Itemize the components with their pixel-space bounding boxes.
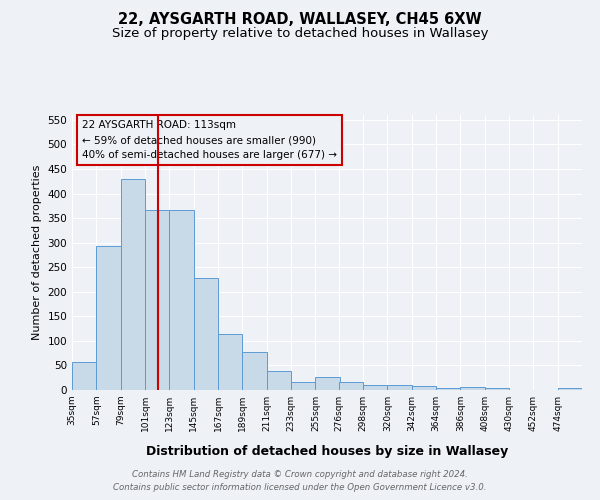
Bar — [194, 278, 218, 390]
Bar — [460, 387, 485, 390]
Bar — [242, 352, 267, 390]
Text: Size of property relative to detached houses in Wallasey: Size of property relative to detached ho… — [112, 28, 488, 40]
Bar — [291, 382, 316, 390]
Text: Contains public sector information licensed under the Open Government Licence v3: Contains public sector information licen… — [113, 483, 487, 492]
Text: 22 AYSGARTH ROAD: 113sqm
← 59% of detached houses are smaller (990)
40% of semi-: 22 AYSGARTH ROAD: 113sqm ← 59% of detach… — [82, 120, 337, 160]
Y-axis label: Number of detached properties: Number of detached properties — [32, 165, 42, 340]
Bar — [218, 334, 242, 390]
Bar — [316, 376, 340, 390]
Text: Contains HM Land Registry data © Crown copyright and database right 2024.: Contains HM Land Registry data © Crown c… — [132, 470, 468, 479]
Bar — [72, 362, 97, 390]
Bar — [169, 210, 194, 390]
Bar — [436, 388, 460, 390]
Text: 22, AYSGARTH ROAD, WALLASEY, CH45 6XW: 22, AYSGARTH ROAD, WALLASEY, CH45 6XW — [118, 12, 482, 28]
Bar — [121, 179, 145, 390]
Bar — [363, 385, 387, 390]
Bar — [387, 385, 412, 390]
Bar — [145, 210, 169, 390]
Bar — [485, 388, 509, 390]
Bar — [97, 246, 121, 390]
X-axis label: Distribution of detached houses by size in Wallasey: Distribution of detached houses by size … — [146, 445, 508, 458]
Bar — [267, 371, 291, 390]
Bar — [557, 388, 582, 390]
Bar — [338, 382, 363, 390]
Bar — [412, 386, 436, 390]
